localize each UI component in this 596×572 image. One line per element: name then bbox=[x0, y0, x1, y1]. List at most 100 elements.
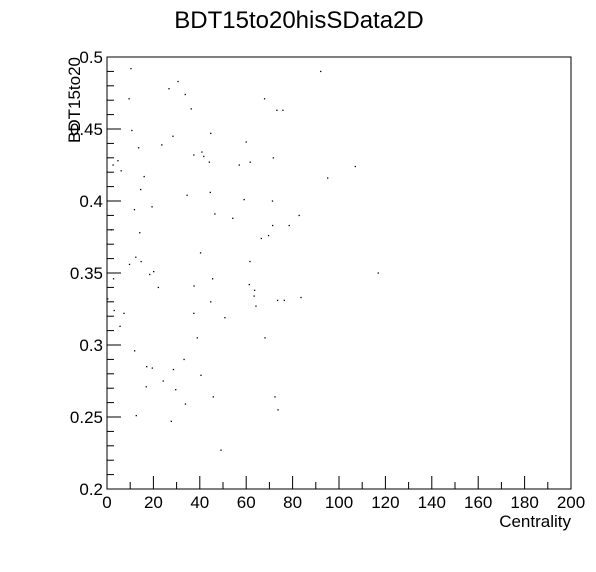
y-tick-label: 0.3 bbox=[79, 336, 103, 355]
y-tick-label: 0.35 bbox=[70, 264, 103, 283]
data-point bbox=[172, 136, 173, 137]
data-point bbox=[201, 151, 202, 152]
x-tick-label: 180 bbox=[510, 493, 538, 512]
data-point bbox=[130, 68, 131, 69]
data-point bbox=[282, 110, 283, 111]
data-point bbox=[200, 252, 201, 253]
data-point bbox=[210, 192, 211, 193]
data-point bbox=[355, 166, 356, 167]
data-point bbox=[117, 160, 118, 161]
data-point bbox=[193, 285, 194, 286]
data-point bbox=[185, 94, 186, 95]
data-point bbox=[186, 195, 187, 196]
data-point bbox=[255, 306, 256, 307]
data-point bbox=[168, 88, 169, 89]
data-point bbox=[152, 367, 153, 368]
x-tick-label: 80 bbox=[283, 493, 302, 512]
data-point bbox=[112, 164, 113, 165]
data-point bbox=[140, 189, 141, 190]
data-point bbox=[146, 386, 147, 387]
data-point bbox=[214, 213, 215, 214]
x-tick-label: 60 bbox=[237, 493, 256, 512]
data-point bbox=[210, 133, 211, 134]
data-point bbox=[131, 130, 132, 131]
data-point bbox=[327, 177, 328, 178]
data-points bbox=[107, 68, 379, 451]
data-point bbox=[197, 337, 198, 338]
data-point bbox=[261, 238, 262, 239]
data-point bbox=[244, 199, 245, 200]
data-point bbox=[177, 81, 178, 82]
data-point bbox=[128, 98, 129, 99]
data-point bbox=[149, 274, 150, 275]
data-point bbox=[119, 326, 120, 327]
y-tick-label: 0.25 bbox=[70, 408, 103, 427]
plot-frame bbox=[107, 57, 571, 489]
data-point bbox=[151, 206, 152, 207]
data-point bbox=[320, 71, 321, 72]
data-point bbox=[138, 147, 139, 148]
data-point bbox=[153, 271, 154, 272]
x-tick-label: 140 bbox=[418, 493, 446, 512]
data-point bbox=[289, 225, 290, 226]
chart-title: BDT15to20hisSData2D bbox=[174, 7, 423, 34]
data-point bbox=[300, 297, 301, 298]
data-point bbox=[272, 225, 273, 226]
data-point bbox=[264, 337, 265, 338]
data-point bbox=[213, 396, 214, 397]
data-point bbox=[146, 366, 147, 367]
data-point bbox=[254, 290, 255, 291]
data-point bbox=[193, 154, 194, 155]
data-point bbox=[161, 144, 162, 145]
data-point bbox=[272, 200, 273, 201]
x-tick-label: 0 bbox=[102, 493, 111, 512]
data-point bbox=[136, 415, 137, 416]
data-point bbox=[158, 287, 159, 288]
data-point bbox=[107, 298, 108, 299]
data-point bbox=[220, 450, 221, 451]
data-point bbox=[277, 409, 278, 410]
data-point bbox=[134, 350, 135, 351]
x-tick-label: 20 bbox=[144, 493, 163, 512]
data-point bbox=[224, 317, 225, 318]
data-point bbox=[209, 162, 210, 163]
data-point bbox=[274, 396, 275, 397]
data-point bbox=[277, 300, 278, 301]
data-point bbox=[212, 278, 213, 279]
data-point bbox=[175, 389, 176, 390]
data-point bbox=[134, 209, 135, 210]
data-point bbox=[163, 380, 164, 381]
x-tick-label: 120 bbox=[371, 493, 399, 512]
data-point bbox=[232, 218, 233, 219]
data-point bbox=[135, 257, 136, 258]
data-point bbox=[173, 369, 174, 370]
data-point bbox=[129, 264, 130, 265]
data-point bbox=[191, 108, 192, 109]
data-point bbox=[193, 313, 194, 314]
data-point bbox=[276, 110, 277, 111]
data-point bbox=[264, 98, 265, 99]
data-point bbox=[141, 261, 142, 262]
data-point bbox=[273, 157, 274, 158]
data-point bbox=[114, 310, 115, 311]
data-point bbox=[144, 176, 145, 177]
data-point bbox=[239, 164, 240, 165]
data-point bbox=[268, 235, 269, 236]
data-point bbox=[139, 232, 140, 233]
data-point bbox=[121, 170, 122, 171]
data-point bbox=[249, 284, 250, 285]
y-tick-label: 0.4 bbox=[79, 192, 103, 211]
x-tick-label: 40 bbox=[190, 493, 209, 512]
data-point bbox=[183, 359, 184, 360]
x-tick-label: 100 bbox=[325, 493, 353, 512]
data-point bbox=[200, 375, 201, 376]
data-point bbox=[113, 278, 114, 279]
data-point bbox=[203, 156, 204, 157]
data-point bbox=[185, 403, 186, 404]
x-axis-label: Centrality bbox=[499, 512, 571, 531]
data-point bbox=[299, 215, 300, 216]
x-tick-label: 200 bbox=[557, 493, 585, 512]
data-point bbox=[378, 272, 379, 273]
x-tick-label: 160 bbox=[464, 493, 492, 512]
